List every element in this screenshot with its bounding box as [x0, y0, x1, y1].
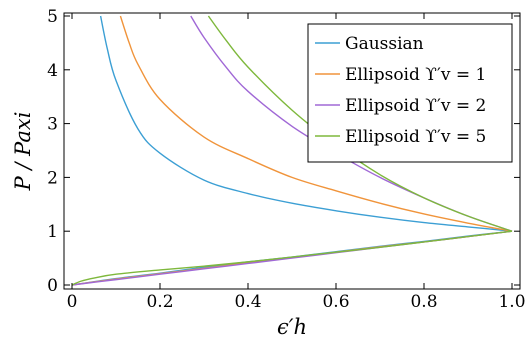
y-tick-label: 5 — [47, 7, 58, 27]
plot-frame — [63, 12, 521, 290]
y-tick-label: 2 — [47, 168, 58, 188]
legend-label: Ellipsoid ϒ′v = 1 — [345, 65, 486, 85]
legend: Gaussian Ellipsoid ϒ′v = 1 Ellipsoid ϒ′v =… — [307, 23, 513, 163]
y-tick-label: 0 — [47, 276, 58, 296]
x-tick-label: 0.6 — [322, 292, 349, 312]
axis-ticks: 0 0.2 0.4 0.6 0.8 1.0 0 1 2 3 4 5 — [47, 7, 525, 312]
legend-label: Ellipsoid ϒ′v = 5 — [345, 127, 486, 147]
legend-box — [307, 23, 513, 163]
x-tick-label: 0 — [67, 292, 78, 312]
x-tick-label: 0.4 — [234, 292, 261, 312]
y-tick-label: 3 — [47, 115, 58, 135]
y-tick-label: 4 — [47, 61, 58, 81]
x-tick-label: 0.2 — [146, 292, 173, 312]
x-axis-title: ϵ′h — [277, 315, 307, 339]
x-tick-label: 1.0 — [498, 292, 525, 312]
series-line-4-lower — [71, 230, 513, 286]
y-axis-title: P / Paxi — [11, 112, 35, 192]
series-line-2-upper — [119, 15, 513, 232]
series-line-1-upper — [99, 15, 513, 232]
y-tick-label: 1 — [47, 222, 58, 242]
legend-label: Ellipsoid ϒ′v = 2 — [345, 96, 486, 116]
x-tick-label: 0.8 — [410, 292, 437, 312]
legend-label: Gaussian — [345, 34, 424, 54]
